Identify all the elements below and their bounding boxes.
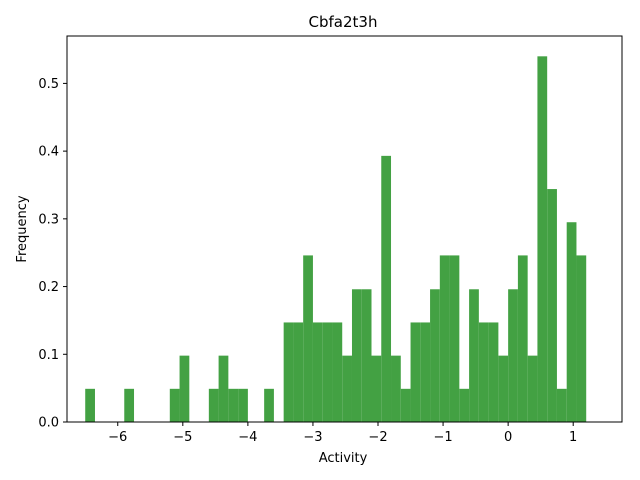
x-tick-label: −4 [238,430,257,445]
y-axis-ticks: 0.0 0.1 0.2 0.3 0.4 0.5 [38,77,67,431]
bars-group [85,56,587,423]
histogram-bar [430,289,440,422]
histogram-bar [179,355,190,422]
histogram-bar [488,322,499,422]
histogram-bar [556,388,567,422]
histogram-bar [469,289,479,422]
histogram-bar [400,388,411,422]
histogram-bar [410,322,421,422]
histogram-bar [293,322,304,422]
histogram-bar [322,322,333,422]
histogram-bar [303,255,313,422]
histogram-bar [420,322,431,422]
histogram-bar [439,255,450,422]
histogram-bar [361,289,372,422]
y-tick-label: 0.4 [38,145,59,160]
histogram-bar [527,355,538,422]
y-tick-label: 0.1 [38,348,59,363]
histogram-bar [508,289,518,422]
x-tick-label: 0 [504,430,512,445]
plot-frame [66,35,623,423]
histogram-bar [85,388,95,422]
histogram-bar [498,355,509,422]
y-axis-label: Frequency [15,195,30,262]
x-tick-label: −2 [368,430,387,445]
histogram-bar [371,355,382,422]
histogram-bar [576,255,587,422]
histogram-bar [351,289,362,422]
histogram-bar [238,388,248,422]
histogram-bar [537,56,548,422]
y-tick-label: 0.2 [38,280,59,295]
x-axis-ticks: −6 −5 −4 −3 −2 −1 0 1 [108,422,577,445]
histogram-bar [332,322,343,422]
histogram-bar [124,388,135,422]
histogram-bar [566,222,577,422]
y-tick-label: 0.3 [38,212,59,227]
y-tick-label: 0.0 [38,416,59,431]
histogram-bar [517,255,528,422]
histogram-bar [478,322,489,422]
histogram-bar [547,189,557,422]
histogram-bar [264,388,274,422]
x-axis-label: Activity [319,451,368,466]
y-tick-label: 0.5 [38,77,59,92]
histogram-bar [312,322,323,422]
histogram-bar [208,388,219,422]
chart-title: Cbfa2t3h [309,13,378,31]
x-tick-label: −3 [303,430,322,445]
histogram-bar [391,355,401,422]
histogram-bar [228,388,239,422]
x-tick-label: −5 [173,430,192,445]
histogram-bar [283,322,294,422]
x-tick-label: 1 [569,430,577,445]
histogram-bar [218,355,229,422]
x-tick-label: −1 [433,430,452,445]
histogram-bar [342,355,352,422]
histogram-bar [169,388,180,422]
histogram-bar [449,255,460,422]
histogram-bar [459,388,470,422]
x-tick-label: −6 [108,430,127,445]
histogram-bar [381,155,392,423]
